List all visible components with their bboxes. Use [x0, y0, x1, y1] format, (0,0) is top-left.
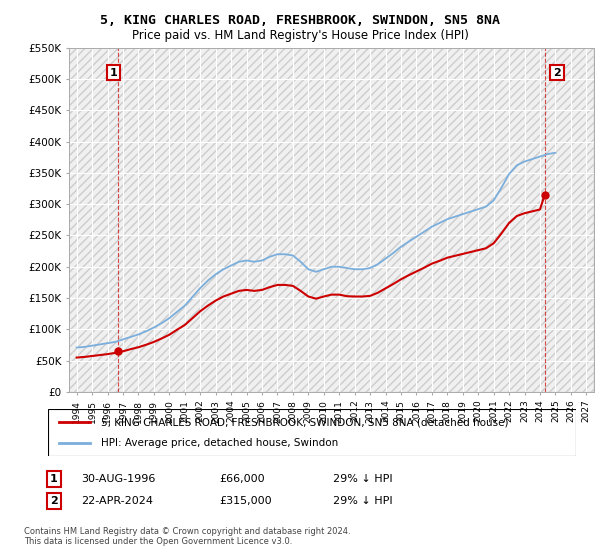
- Text: 29% ↓ HPI: 29% ↓ HPI: [333, 496, 392, 506]
- Text: Price paid vs. HM Land Registry's House Price Index (HPI): Price paid vs. HM Land Registry's House …: [131, 29, 469, 42]
- Text: 5, KING CHARLES ROAD, FRESHBROOK, SWINDON, SN5 8NA (detached house): 5, KING CHARLES ROAD, FRESHBROOK, SWINDO…: [101, 417, 508, 427]
- Text: 1: 1: [109, 68, 117, 78]
- Text: 2: 2: [50, 496, 58, 506]
- Text: HPI: Average price, detached house, Swindon: HPI: Average price, detached house, Swin…: [101, 438, 338, 448]
- Text: 1: 1: [50, 474, 58, 484]
- Text: 30-AUG-1996: 30-AUG-1996: [81, 474, 155, 484]
- Text: Contains HM Land Registry data © Crown copyright and database right 2024.
This d: Contains HM Land Registry data © Crown c…: [24, 526, 350, 546]
- Text: 22-APR-2024: 22-APR-2024: [81, 496, 153, 506]
- Text: £66,000: £66,000: [219, 474, 265, 484]
- Text: 2: 2: [553, 68, 561, 78]
- Text: 29% ↓ HPI: 29% ↓ HPI: [333, 474, 392, 484]
- Text: £315,000: £315,000: [219, 496, 272, 506]
- Text: 5, KING CHARLES ROAD, FRESHBROOK, SWINDON, SN5 8NA: 5, KING CHARLES ROAD, FRESHBROOK, SWINDO…: [100, 14, 500, 27]
